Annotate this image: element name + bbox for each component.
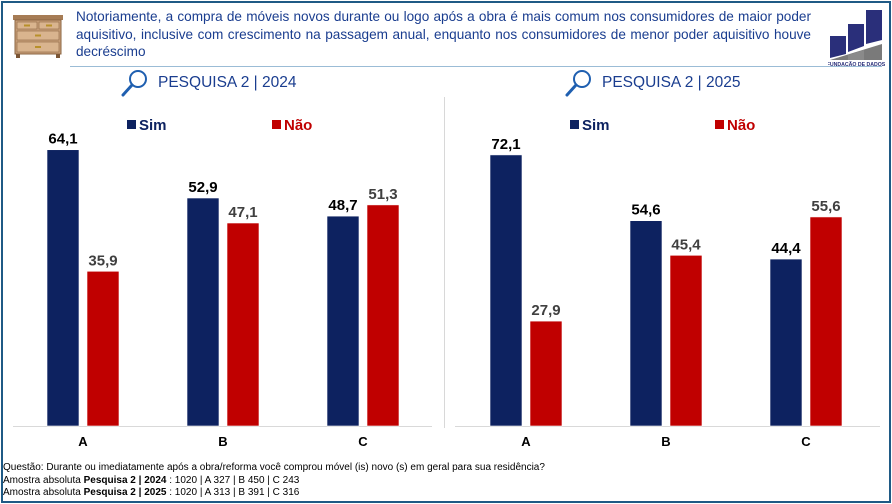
sample-values: : 1020 | A 313 | B 391 | C 316 bbox=[166, 487, 300, 498]
data-label: 44,4 bbox=[771, 240, 801, 257]
bar-nao-a bbox=[86, 270, 120, 427]
data-label: 54,6 bbox=[631, 202, 660, 219]
legend-label: Sim bbox=[582, 117, 610, 134]
bar-nao-b bbox=[226, 222, 260, 427]
data-label: 64,1 bbox=[48, 131, 77, 148]
bar-nao-c bbox=[366, 204, 400, 427]
data-label: 72,1 bbox=[491, 136, 520, 153]
bar-sim-a bbox=[489, 154, 523, 427]
bar-nao-c bbox=[809, 216, 843, 427]
sample-prefix: Amostra absoluta bbox=[3, 487, 81, 498]
category-label: B bbox=[218, 434, 227, 449]
magnifier-icon bbox=[565, 70, 591, 97]
headline-text: Notoriamente, a compra de móveis novos d… bbox=[76, 9, 811, 59]
panel-title-text: PESQUISA 2 | 2025 bbox=[602, 74, 741, 91]
legend-label: Não bbox=[284, 117, 312, 134]
sample-label: Pesquisa 2 | 2024 bbox=[83, 474, 167, 486]
footer: Questão: Durante ou imediatamente após a… bbox=[3, 462, 545, 500]
category-label: B bbox=[661, 434, 670, 449]
data-label: 51,3 bbox=[368, 186, 397, 203]
category-label: A bbox=[521, 434, 531, 449]
data-label: 47,1 bbox=[228, 204, 257, 221]
legend-label: Não bbox=[727, 117, 755, 134]
bar-sim-a bbox=[46, 149, 80, 427]
sample-prefix: Amostra absoluta bbox=[3, 474, 81, 486]
logo-text: FUNDAÇÃO DE DADOS bbox=[828, 61, 886, 68]
question-text: Questão: Durante ou imediatamente após a… bbox=[3, 462, 545, 473]
data-label: 45,4 bbox=[671, 236, 701, 253]
bar-nao-a bbox=[529, 320, 563, 427]
sample-values: : 1020 | A 327 | B 450 | C 243 bbox=[166, 474, 300, 486]
bar-sim-b bbox=[186, 197, 220, 427]
panel-title-2025: PESQUISA 2 | 2025 bbox=[564, 68, 740, 98]
bar-sim-c bbox=[326, 215, 360, 427]
data-label: 35,9 bbox=[88, 252, 117, 269]
legend-swatch-nao bbox=[272, 120, 281, 129]
legend-label: Sim bbox=[139, 117, 167, 134]
magnifier-icon bbox=[121, 70, 147, 97]
logo-icon: FUNDAÇÃO DE DADOS bbox=[828, 10, 886, 68]
sample-line-2025: Amostra absoluta Pesquisa 2 | 2025 : 102… bbox=[3, 487, 545, 500]
legend-swatch-nao bbox=[715, 120, 724, 129]
panel-title-2024: PESQUISA 2 | 2024 bbox=[120, 68, 296, 98]
data-label: 27,9 bbox=[531, 302, 560, 319]
data-label: 48,7 bbox=[328, 197, 357, 214]
data-label: 52,9 bbox=[188, 179, 217, 196]
bar-sim-b bbox=[629, 220, 663, 427]
panel-divider bbox=[444, 97, 445, 428]
dresser-icon bbox=[13, 15, 63, 58]
bar-sim-c bbox=[769, 258, 803, 427]
sample-line-2024: Amostra absoluta Pesquisa 2 | 2024 : 102… bbox=[3, 475, 545, 488]
bar-nao-b bbox=[669, 254, 703, 427]
legend-swatch-sim bbox=[570, 120, 579, 129]
category-label: A bbox=[78, 434, 88, 449]
panel-title-text: PESQUISA 2 | 2024 bbox=[158, 74, 297, 91]
data-label: 55,6 bbox=[811, 198, 840, 215]
category-label: C bbox=[358, 434, 368, 449]
sample-label: Pesquisa 2 | 2025 bbox=[83, 487, 167, 498]
category-label: C bbox=[801, 434, 811, 449]
legend-swatch-sim bbox=[127, 120, 136, 129]
header-separator bbox=[70, 66, 882, 67]
